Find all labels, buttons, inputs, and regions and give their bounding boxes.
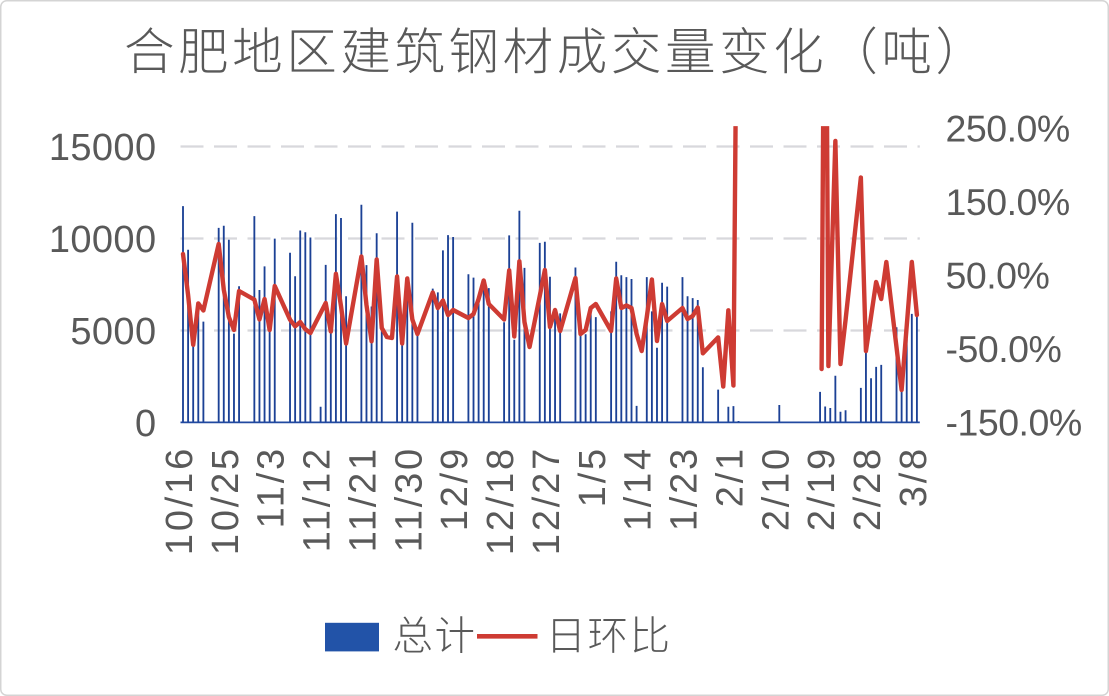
svg-text:11/12: 11/12 xyxy=(297,446,339,552)
svg-text:3/8: 3/8 xyxy=(893,446,935,507)
svg-text:2/10: 2/10 xyxy=(755,446,797,531)
svg-text:1/5: 1/5 xyxy=(572,446,614,507)
svg-text:250.0%: 250.0% xyxy=(946,108,1070,150)
svg-text:150.0%: 150.0% xyxy=(946,181,1070,223)
svg-text:15000: 15000 xyxy=(49,127,157,169)
svg-text:2/28: 2/28 xyxy=(847,446,889,531)
svg-text:12/27: 12/27 xyxy=(526,446,568,555)
svg-text:11/3: 11/3 xyxy=(251,446,293,528)
svg-text:1/14: 1/14 xyxy=(618,446,660,531)
svg-text:11/30: 11/30 xyxy=(388,446,430,552)
svg-text:0: 0 xyxy=(135,403,157,445)
svg-text:12/18: 12/18 xyxy=(480,446,522,555)
svg-text:11/21: 11/21 xyxy=(343,446,385,552)
svg-text:-150.0%: -150.0% xyxy=(946,402,1082,444)
svg-text:1/23: 1/23 xyxy=(664,446,706,531)
svg-text:5000: 5000 xyxy=(70,311,156,353)
svg-text:10/25: 10/25 xyxy=(205,446,247,555)
svg-text:10000: 10000 xyxy=(49,219,157,261)
svg-text:2/1: 2/1 xyxy=(709,446,751,507)
svg-text:50.0%: 50.0% xyxy=(946,255,1050,297)
svg-text:2/19: 2/19 xyxy=(801,446,843,531)
svg-text:10/16: 10/16 xyxy=(159,446,201,555)
svg-text:12/9: 12/9 xyxy=(434,446,476,531)
svg-text:-50.0%: -50.0% xyxy=(946,328,1062,370)
